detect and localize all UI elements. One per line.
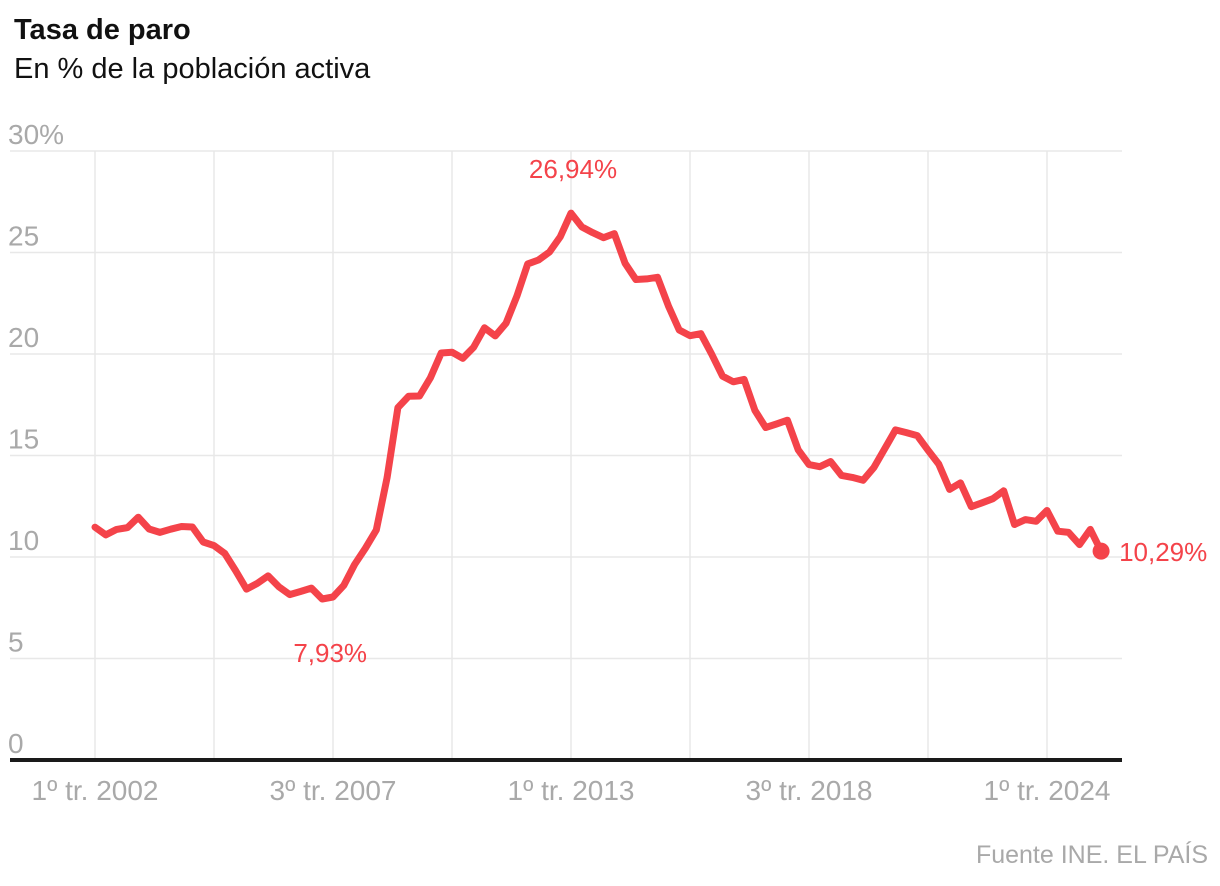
x-axis-tick-label: 1º tr. 2002 bbox=[32, 775, 159, 806]
y-axis-tick-label: 30% bbox=[8, 119, 64, 150]
chart-title: Tasa de paro bbox=[14, 14, 191, 46]
source-credit: Fuente INE. EL PAÍS bbox=[975, 841, 1208, 869]
y-axis-tick-label: 25 bbox=[8, 221, 39, 252]
y-axis-tick-label: 5 bbox=[8, 627, 24, 658]
y-axis-tick-label: 0 bbox=[8, 728, 24, 759]
x-axis-tick-label: 1º tr. 2024 bbox=[984, 775, 1111, 806]
y-axis-tick-label: 15 bbox=[8, 424, 39, 455]
chart-subtitle: En % de la población activa bbox=[14, 53, 371, 85]
unemployment-rate-line bbox=[91, 209, 1105, 603]
last-value-dot bbox=[1092, 542, 1110, 560]
annotation-latest: 10,29% bbox=[1119, 537, 1207, 567]
x-axis-tick-label: 3º tr. 2018 bbox=[746, 775, 873, 806]
y-axis-tick-label: 20 bbox=[8, 322, 39, 353]
annotation-low: 7,93% bbox=[293, 638, 367, 668]
x-axis-tick-label: 3º tr. 2007 bbox=[270, 775, 397, 806]
x-axis-tick-label: 1º tr. 2013 bbox=[508, 775, 635, 806]
annotation-peak: 26,94% bbox=[529, 154, 617, 184]
y-axis-tick-label: 10 bbox=[8, 525, 39, 556]
